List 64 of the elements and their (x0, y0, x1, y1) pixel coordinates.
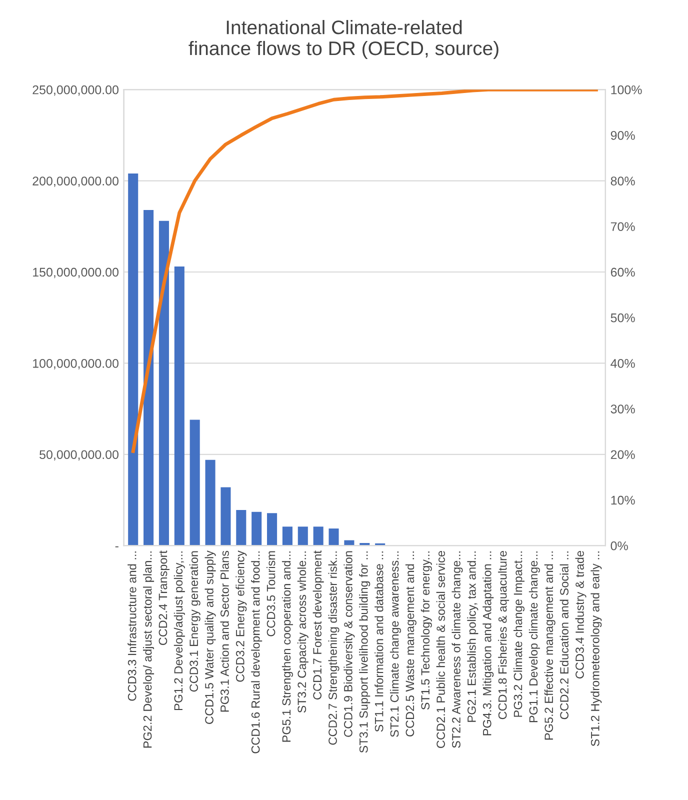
y2-tick-label: 80% (610, 176, 635, 186)
y-tick-label: 150,000,000.00 (33, 268, 118, 278)
x-tick-label: ST2.2 Awareness of climate change... (452, 552, 463, 748)
y2-tick-label: 70% (610, 222, 635, 232)
y-tick-label: 100,000,000.00 (33, 359, 118, 370)
y2-tick-label: 50% (610, 313, 635, 322)
bar (128, 174, 138, 546)
bar (205, 460, 216, 546)
x-tick-label: PG2.1 Establish policy, tax and... (467, 552, 478, 722)
bar (298, 526, 308, 546)
x-tick-label: CCD2.5 Waste management and ... (405, 552, 416, 736)
x-tick-label: CCD2.1 Public health & social service (436, 550, 445, 748)
x-tick-label: CCD2.7 Strengthening disaster risk... (328, 552, 340, 745)
y2-tick-label: 20% (610, 450, 635, 460)
x-tick-label: CCD3.5 Tourism (266, 551, 276, 636)
y2-tick-label: 30% (610, 404, 635, 414)
x-tick-label: CCD3.2 Energy eficiency (236, 550, 247, 682)
bar (313, 526, 324, 546)
x-tick-label: ST2.1 Climate change awareness... (390, 552, 402, 737)
x-tick-label: CCD1.9 Biodiversity & conservation (344, 551, 355, 737)
bar (328, 528, 339, 546)
line-series (131, 90, 598, 453)
y2-tick-label: 60% (610, 268, 635, 277)
x-tick-label: CCD1.6 Rural development and food... (251, 552, 262, 754)
x-tick-label: PG5.1 Strengthen cooperation and... (282, 552, 293, 742)
y2-tick-label: 0% (610, 541, 628, 550)
bar (158, 220, 169, 546)
x-tick-label: ST3.2 Capacity across whole... (297, 552, 308, 713)
x-tick-label: PG3.2 Climate change Impact... (513, 552, 524, 717)
x-tick-label: CCD1.7 Forest development (312, 550, 324, 700)
bar (282, 526, 292, 546)
x-tick-label: PG3.1 Action and Sector Plans (220, 550, 229, 712)
x-tick-label: ST3.1 Support livelihood building for ... (359, 552, 370, 753)
y-tick-label: - (115, 546, 118, 548)
chart-title: Intenational Climate-related finance flows to DR (OECD, source) (188, 20, 498, 60)
bar (267, 513, 278, 546)
x-tick-label: PG1.1 Develop climate change... (528, 552, 540, 722)
x-tick-label: ST1.5 Technology for energy... (420, 552, 432, 710)
bar (236, 510, 246, 546)
x-tick-label: ST1.1 Information and database ... (374, 552, 384, 732)
x-tick-label: PG1.2 Develop/adjust policy,... (174, 552, 185, 710)
bar (174, 266, 184, 546)
x-tick-label: CCD3.3 Infrastructure and ... (128, 552, 136, 701)
y2-tick-label: 40% (610, 359, 635, 368)
x-tick-label: ST1.2 Hydrometeorology and early ... (590, 552, 602, 746)
y-tick-label: 200,000,000.00 (32, 176, 118, 187)
x-tick-label: PG5.2 Effective management and ... (544, 552, 556, 740)
x-tick-label: CCD2.2 Education and Social ... (560, 552, 568, 720)
y2-tick-label: 100% (611, 85, 642, 94)
bar (252, 512, 262, 546)
x-tick-label: CCD3.1 Energy generation (189, 551, 200, 692)
x-tick-label: PG4.3. Mitigation and Adaptation ... (482, 552, 494, 736)
x-tick-label: CCD1.8 Fisheries & aquaculture (498, 550, 510, 720)
x-tick-label: PG2.2 Develop/ adjust sectoral plan... (143, 552, 154, 748)
x-tick-label: CCD1.5 Water quality and supply (204, 550, 216, 724)
y-tick-label: 50,000,000.00 (40, 450, 118, 461)
x-tick-label: CCD3.4 Industry & trade (575, 550, 586, 678)
y-tick-label: 250,000,000.00 (32, 85, 118, 96)
x-tick-label: CCD2.4 Transport (158, 550, 170, 645)
bar (144, 210, 154, 546)
bar (220, 487, 231, 546)
bar (190, 420, 200, 546)
y2-tick-label: 10% (611, 496, 635, 505)
y2-tick-label: 90% (610, 131, 635, 140)
